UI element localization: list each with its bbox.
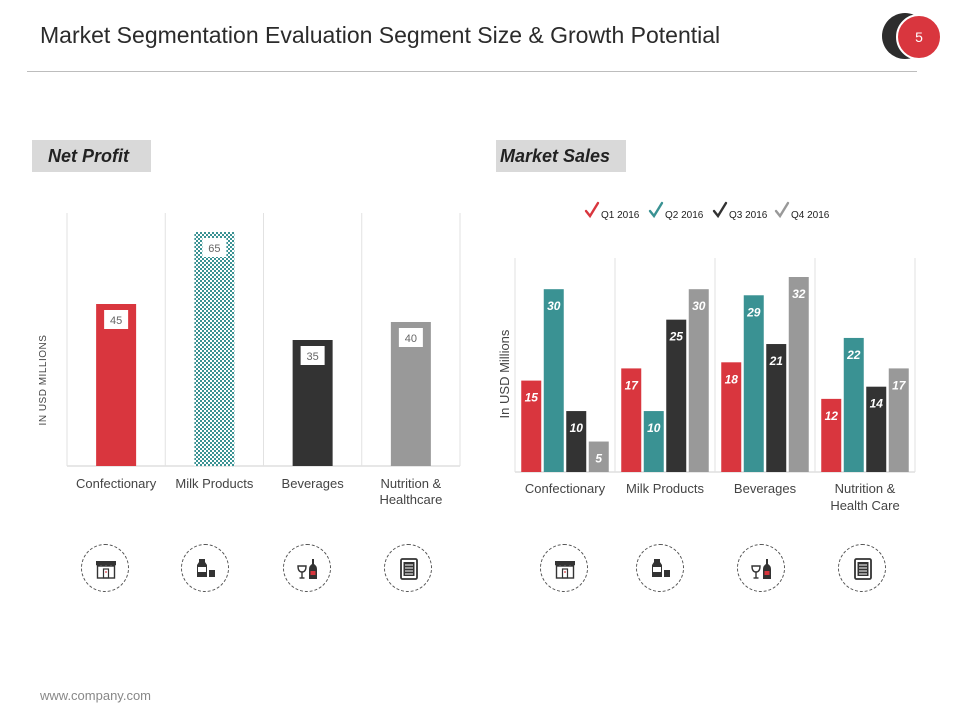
wine-icon: [283, 544, 331, 592]
data-label: 30: [692, 299, 706, 313]
bar-q3-2016: [866, 386, 887, 472]
data-label-box: [104, 310, 129, 329]
data-label-box: [300, 346, 325, 365]
tick-label: Milk Products: [175, 476, 254, 491]
data-label: 21: [769, 354, 784, 368]
bar-q1-2016: [621, 368, 642, 472]
bar-q3-2016: [666, 319, 687, 472]
bar-q4-2016: [588, 441, 609, 472]
data-label: 29: [746, 305, 761, 319]
data-label: 15: [525, 391, 539, 405]
data-label-box: [202, 238, 227, 257]
bar-q4-2016: [888, 368, 909, 472]
legend-check-icon: [584, 201, 600, 219]
checklist-icon: [384, 544, 432, 592]
legend-item: Q3 2016: [729, 210, 768, 221]
market-sales-label: Market Sales: [496, 140, 626, 172]
shop-icon: [81, 544, 129, 592]
bar-q4-2016: [688, 289, 709, 472]
bar-q2-2016: [843, 337, 864, 472]
legend-item: Q2 2016: [665, 210, 704, 221]
data-label: 18: [725, 372, 739, 386]
data-label: 32: [792, 287, 806, 301]
checklist-icon: [838, 544, 886, 592]
data-label: 10: [647, 421, 661, 435]
tick-label: Nutrition & Health Care: [830, 481, 899, 513]
bar-q4-2016: [788, 277, 809, 472]
data-label-box: [398, 328, 423, 347]
data-label: 17: [625, 378, 640, 392]
bar-q2-2016: [643, 411, 664, 472]
legend-check-icon: [648, 201, 664, 219]
legend-check-icon: [712, 201, 728, 219]
tick-label: Confectionary: [76, 476, 157, 491]
data-label: 30: [547, 299, 561, 313]
bar-q3-2016: [566, 411, 587, 472]
data-label: 65: [208, 243, 220, 255]
tick-label: Confectionary: [525, 481, 606, 496]
bar-q3-2016: [766, 344, 787, 472]
net-profit-chart: IN USD MILLIONS 45 Confectionary 65 Milk Pro…: [38, 213, 461, 507]
market-sales-chart: In USD Millions Q1 2016 Q2 2016 Q3 2016 Q4 2…: [497, 201, 916, 513]
bar-q1-2016: [821, 398, 842, 472]
legend-check-icon: [774, 201, 790, 219]
data-label: 45: [110, 315, 122, 327]
y-axis-label: In USD Millions: [497, 329, 512, 418]
bar-q2-2016: [543, 289, 564, 472]
bar-q1-2016: [721, 362, 742, 472]
bar-milk-products: [194, 232, 235, 466]
shop-icon: [540, 544, 588, 592]
wine-icon: [737, 544, 785, 592]
bar-q2-2016: [743, 295, 764, 472]
bar-q1-2016: [521, 380, 542, 472]
page-number-badge: 5: [882, 13, 942, 63]
data-label: 35: [307, 351, 319, 363]
data-label: 5: [595, 452, 602, 466]
data-label: 25: [669, 330, 684, 344]
tick-label: Milk Products: [626, 481, 705, 496]
net-profit-label: Net Profit: [32, 140, 151, 172]
bar-confectionary: [96, 304, 137, 466]
milk-icon: [636, 544, 684, 592]
slide-title: Market Segmentation Evaluation Segment S…: [40, 22, 721, 48]
page-number: 5: [896, 14, 942, 60]
data-label: 12: [825, 409, 839, 423]
legend-item: Q4 2016: [791, 210, 830, 221]
data-label: 17: [892, 378, 907, 392]
tick-label: Nutrition & Healthcare: [379, 476, 442, 507]
milk-icon: [181, 544, 229, 592]
legend-item: Q1 2016: [601, 210, 640, 221]
title-divider: [27, 71, 917, 72]
data-label: 14: [870, 397, 884, 411]
data-label: 22: [846, 348, 861, 362]
tick-label: Beverages: [734, 481, 797, 496]
tick-label: Beverages: [282, 476, 345, 491]
data-label: 40: [405, 333, 417, 345]
y-axis-label: IN USD MILLIONS: [38, 335, 49, 426]
data-label: 10: [570, 421, 584, 435]
footer-url: www.company.com: [40, 688, 152, 703]
